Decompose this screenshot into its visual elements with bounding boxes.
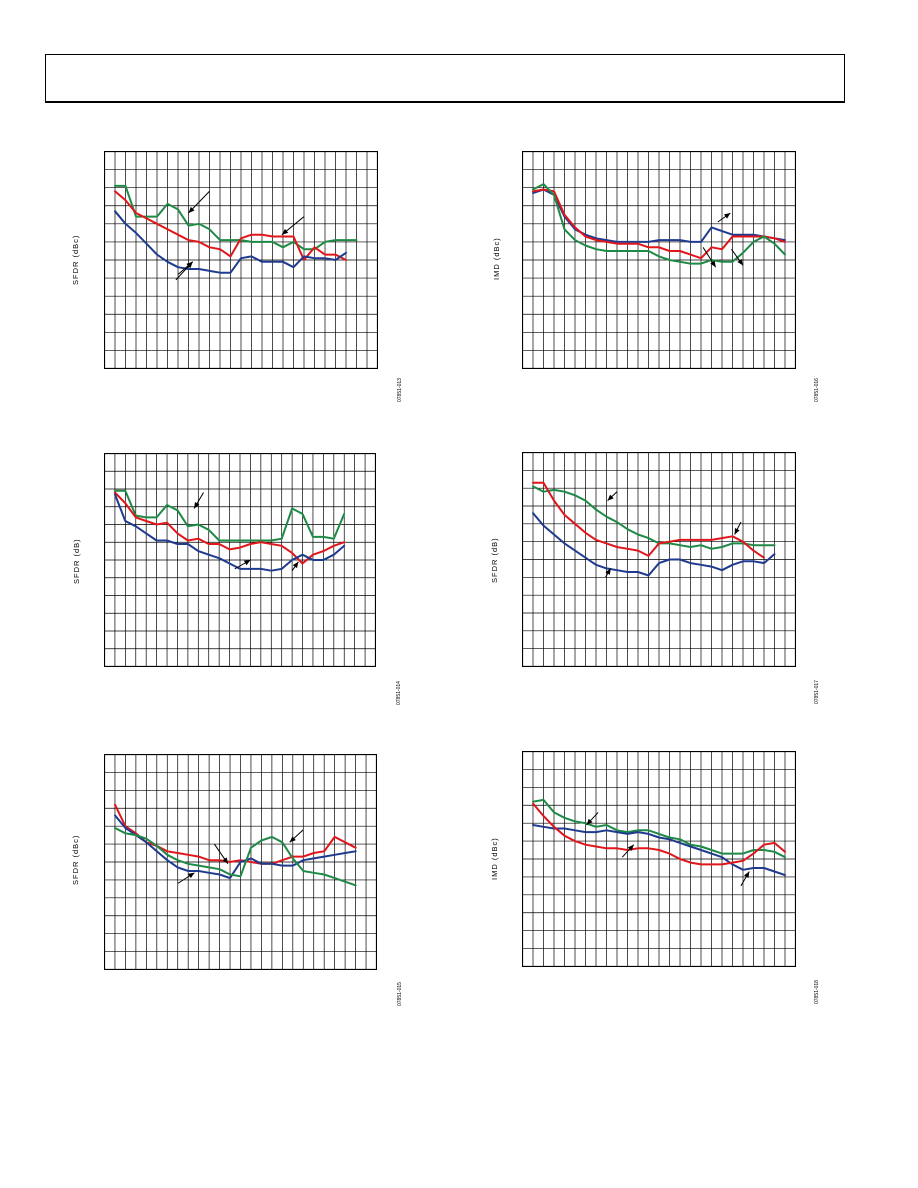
chart-sfdr-db-mid-right	[522, 452, 796, 667]
y-axis-label: SFDR (dBc)	[71, 834, 80, 885]
y-axis-label: SFDR (dB)	[490, 537, 499, 583]
gridlines	[522, 151, 796, 369]
chart-sfdr-db-mid-left	[104, 453, 376, 667]
series-line-green	[532, 485, 776, 550]
annotation-arrow-head	[744, 871, 750, 879]
figure-id: 07851-017	[814, 680, 820, 704]
series-line-blue	[532, 512, 776, 577]
annotation-arrow-head	[188, 206, 195, 213]
chart-svg	[104, 151, 378, 369]
y-axis-label: SFDR (dB)	[72, 538, 81, 584]
annotation-arrow-head	[289, 836, 296, 843]
header-box	[45, 54, 845, 103]
annotation-arrow-head	[607, 494, 614, 501]
annotation-arrow-head	[292, 561, 299, 569]
annotation-arrow-head	[586, 818, 593, 825]
series-line-green	[532, 183, 786, 265]
series-line-green	[532, 798, 786, 859]
annotation-arrow-head	[188, 872, 195, 879]
chart-sfdr-dbc-bottom-left	[104, 754, 377, 970]
y-axis-label: SFDR (dBc)	[71, 234, 80, 285]
annotation-arrow-head	[186, 261, 193, 268]
chart-svg	[104, 453, 376, 667]
chart-svg	[522, 751, 796, 967]
series-line-red	[532, 481, 765, 559]
y-axis-label: IMD (dBc)	[490, 837, 499, 880]
annotation-arrow-head	[710, 260, 716, 268]
figure-id: 07851-014	[396, 681, 402, 705]
chart-imd-top-right	[522, 151, 796, 369]
annotation-arrow-head	[627, 844, 634, 851]
series-line-blue	[113, 493, 346, 572]
annotation-arrow-head	[734, 528, 740, 535]
gridlines	[522, 452, 796, 667]
series-line-blue	[114, 814, 357, 880]
series-line-red	[113, 491, 346, 565]
gridlines	[522, 751, 796, 967]
series-line-green	[113, 489, 346, 542]
chart-svg	[104, 754, 377, 970]
annotation-arrow-head	[724, 212, 731, 219]
series-line-red	[114, 190, 347, 261]
series-line-green	[114, 827, 357, 887]
chart-svg	[522, 151, 796, 369]
series-line-blue	[532, 188, 786, 243]
annotation-arrow-head	[605, 568, 611, 575]
chart-sfdr-dbc-top-left	[104, 151, 378, 369]
chart-imd-bottom-right	[522, 751, 796, 967]
series-line-blue	[532, 824, 786, 877]
annotation-arrow-head	[737, 259, 743, 266]
annotation-arrow-head	[281, 228, 289, 235]
figure-id: 07851-016	[814, 378, 820, 402]
figure-id: 07851-013	[397, 378, 403, 402]
series-line-green	[114, 184, 358, 251]
annotation-arrow-head	[194, 502, 200, 509]
series-line-red	[532, 802, 786, 866]
series-line-red	[532, 188, 786, 260]
gridlines	[104, 151, 378, 369]
y-axis-label: IMD (dBc)	[492, 237, 501, 280]
annotation-arrow-head	[222, 857, 228, 864]
figure-id: 07851-018	[814, 980, 820, 1004]
series-line-blue	[114, 210, 347, 274]
figure-id: 07851-015	[397, 982, 403, 1006]
chart-svg	[522, 452, 796, 667]
series-line-red	[114, 803, 357, 865]
annotation-arrow-head	[243, 560, 251, 566]
gridlines	[104, 754, 377, 970]
gridlines	[104, 453, 376, 667]
